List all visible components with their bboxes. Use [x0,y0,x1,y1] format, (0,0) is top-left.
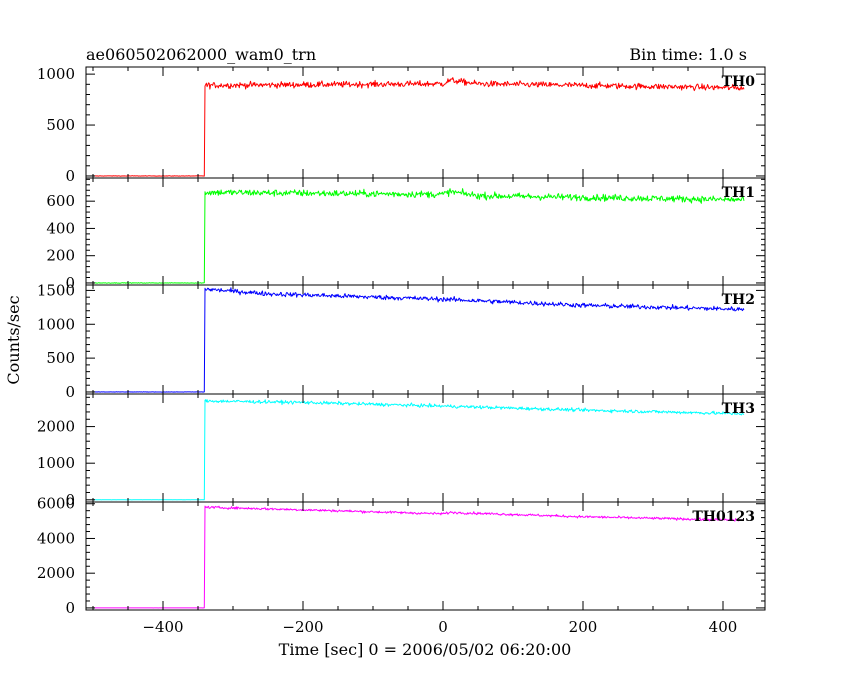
y-tick-label: 400 [46,219,75,237]
y-tick-label: 0 [65,599,75,617]
x-tick-label: −400 [142,618,183,636]
y-tick-label: 0 [65,491,75,509]
y-axis-label: Counts/sec [4,295,23,384]
panel-frame-th2 [85,284,766,395]
y-tick-label: 6000 [37,495,75,513]
y-tick-label: 0 [65,167,75,185]
y-tick-label: 200 [46,247,75,265]
x-tick-label: 200 [569,618,598,636]
panel-frame-th0 [85,66,766,179]
series-line-th1 [92,188,745,284]
y-tick-label: 0 [65,383,75,401]
y-tick-label: 500 [46,349,75,367]
panel-label-th0123: TH0123 [692,509,755,525]
series-line-th0 [93,77,745,177]
panel-label-th3: TH3 [722,401,755,417]
y-tick-label: 1000 [37,65,75,83]
x-tick-label: −200 [282,618,323,636]
y-tick-label: 2000 [37,418,75,436]
x-tick-label: 400 [709,618,738,636]
y-tick-label: 2000 [37,564,75,582]
panel-label-th0: TH0 [722,74,756,90]
y-tick-label: 600 [46,192,75,210]
y-tick-label: 1000 [37,454,75,472]
panel-frame-th0123 [85,501,766,611]
y-tick-label: 1000 [37,315,75,333]
y-tick-label: 1500 [37,281,75,299]
panel-label-th1: TH1 [722,185,755,201]
panel-label-th2: TH2 [722,292,755,308]
y-tick-label: 500 [46,116,75,134]
y-tick-label: 4000 [37,529,75,547]
series-line-th2 [92,287,745,393]
y-tick-label: 0 [65,274,75,292]
chart-title: ae060502062000_wam0_trn [86,45,316,64]
bin-time-label: Bin time: 1.0 s [629,45,747,64]
panels-group: 0 500 1000 TH0 0 200 400 600 TH1 0 500 1000 1500 TH2 0… [37,65,766,636]
series-line-th3 [93,399,745,501]
panel-frame-th3 [85,393,766,503]
x-tick-label: 0 [438,618,448,636]
x-axis-label: Time [sec] 0 = 2006/05/02 06:20:00 [279,640,572,659]
series-line-th0123 [93,505,745,609]
